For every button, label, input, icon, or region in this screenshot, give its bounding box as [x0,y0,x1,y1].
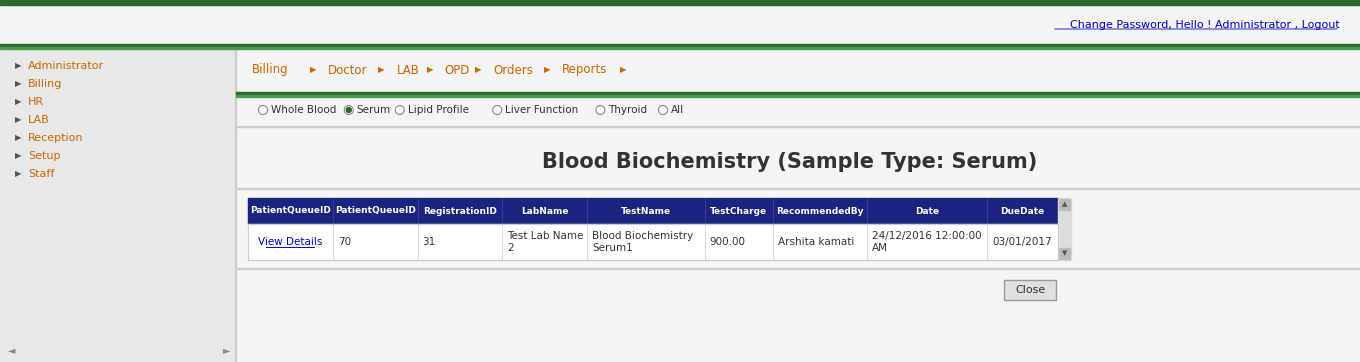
Text: 70: 70 [337,237,351,247]
Bar [237,92,1360,95]
Text: ▶: ▶ [620,66,626,75]
Text: Administrator: Administrator [29,61,105,71]
Text: ▶: ▶ [15,62,22,71]
Bar [237,268,1360,269]
Circle shape [658,105,668,114]
Text: OPD: OPD [445,63,471,76]
Bar [0,47,1360,49]
Bar [0,44,1360,47]
Bar [0,48,1360,362]
Text: ▶: ▶ [15,80,22,88]
Circle shape [347,108,351,113]
Text: Close: Close [1015,285,1044,295]
Text: TestCharge: TestCharge [710,206,767,215]
Text: TestName: TestName [622,206,670,215]
Text: Billing: Billing [29,79,63,89]
Text: PatientQueueID: PatientQueueID [250,206,330,215]
Text: 900.00: 900.00 [710,237,745,247]
FancyBboxPatch shape [1004,280,1055,300]
Text: 03/01/2017: 03/01/2017 [993,237,1053,247]
Text: 31: 31 [423,237,435,247]
Bar [248,224,1058,260]
Text: RecommendedBy: RecommendedBy [777,206,864,215]
Text: ▶: ▶ [427,66,434,75]
Text: ▶: ▶ [475,66,481,75]
Bar [1058,198,1072,260]
Bar [248,224,1058,260]
Text: ▲: ▲ [1062,202,1068,207]
Bar [237,126,1360,127]
Text: Change Password, Hello ! Administrator , Logout: Change Password, Hello ! Administrator ,… [1070,20,1340,30]
Text: LabName: LabName [521,206,568,215]
Bar [0,5,1360,45]
Text: RegistrationID: RegistrationID [423,206,496,215]
Text: LAB: LAB [29,115,50,125]
Text: Setup: Setup [29,151,60,161]
Text: ◄: ◄ [8,345,15,355]
Text: PatientQueueID: PatientQueueID [335,206,416,215]
Text: LAB: LAB [396,63,419,76]
Text: Arshita kamati: Arshita kamati [778,237,854,247]
Circle shape [396,105,404,114]
Text: ▶: ▶ [310,66,316,75]
Text: Orders: Orders [494,63,533,76]
Text: ▶: ▶ [15,97,22,106]
Text: ▶: ▶ [378,66,385,75]
Text: Serum: Serum [356,105,390,115]
Text: ►: ► [223,345,230,355]
Text: Billing: Billing [252,63,288,76]
Text: Reception: Reception [29,133,83,143]
Circle shape [344,105,354,114]
Text: ▶: ▶ [15,134,22,143]
Text: DueDate: DueDate [1001,206,1044,215]
Bar [237,48,1360,96]
Text: ▶: ▶ [544,66,551,75]
Bar [237,95,1360,97]
Text: Blood Biochemistry (Sample Type: Serum): Blood Biochemistry (Sample Type: Serum) [543,152,1038,172]
Text: View Details: View Details [258,237,322,247]
Text: All: All [670,105,684,115]
Text: Liver Function: Liver Function [505,105,578,115]
Text: 24/12/2016 12:00:00
AM: 24/12/2016 12:00:00 AM [872,231,982,253]
Bar [237,188,1360,189]
Text: Staff: Staff [29,169,54,179]
Text: ▶: ▶ [15,152,22,160]
Text: ▶: ▶ [15,169,22,178]
Text: Whole Blood: Whole Blood [271,105,336,115]
Text: Reports: Reports [562,63,608,76]
Text: Date: Date [915,206,940,215]
Bar [1059,248,1070,259]
Text: Doctor: Doctor [328,63,367,76]
Text: ▼: ▼ [1062,251,1068,257]
Text: Test Lab Name
2: Test Lab Name 2 [507,231,583,253]
Bar [248,198,1058,224]
Circle shape [596,105,605,114]
Text: ▶: ▶ [15,115,22,125]
Circle shape [492,105,502,114]
Text: Blood Biochemistry
Serum1: Blood Biochemistry Serum1 [592,231,694,253]
Circle shape [258,105,268,114]
Text: Thyroid: Thyroid [608,105,647,115]
Bar [1059,199,1070,210]
Bar [0,0,1360,5]
Text: Lipid Profile: Lipid Profile [408,105,469,115]
Bar [0,48,235,362]
Text: HR: HR [29,97,44,107]
